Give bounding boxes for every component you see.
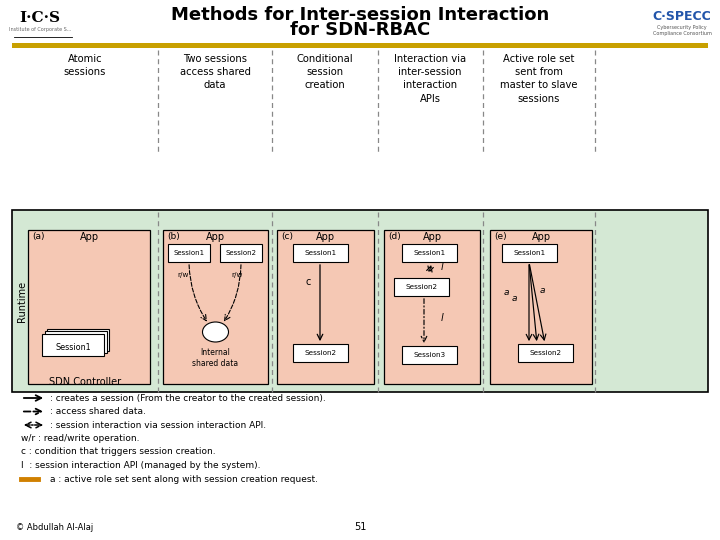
Text: 51: 51 xyxy=(354,522,366,532)
Bar xyxy=(384,230,480,384)
Bar xyxy=(42,334,104,356)
Text: C·SPECC: C·SPECC xyxy=(652,10,711,23)
Text: Session2: Session2 xyxy=(305,350,336,356)
Text: : session interaction via session interaction API.: : session interaction via session intera… xyxy=(50,421,266,429)
Text: Conditional
session
creation: Conditional session creation xyxy=(297,54,354,90)
Text: a: a xyxy=(504,288,510,297)
Text: Atomic
sessions: Atomic sessions xyxy=(64,54,106,77)
Text: Compliance Consortium: Compliance Consortium xyxy=(652,30,711,36)
Text: Institute of Corporate S...: Institute of Corporate S... xyxy=(9,28,71,32)
Text: a : active role set sent along with session creation request.: a : active role set sent along with sess… xyxy=(50,475,318,483)
Bar xyxy=(277,230,374,384)
Text: Session2: Session2 xyxy=(529,350,562,356)
Text: Session1: Session1 xyxy=(55,343,91,353)
Text: App: App xyxy=(316,232,335,242)
Text: Runtime: Runtime xyxy=(17,280,27,321)
Bar xyxy=(293,344,348,362)
Bar xyxy=(394,278,449,296)
Ellipse shape xyxy=(202,322,228,342)
Text: Session1: Session1 xyxy=(305,250,336,256)
Text: App: App xyxy=(79,232,99,242)
Text: r/w: r/w xyxy=(177,272,189,278)
Text: (a): (a) xyxy=(32,232,45,241)
Text: w/r : read/write operation.: w/r : read/write operation. xyxy=(21,434,140,443)
Text: l  : session interaction API (managed by the system).: l : session interaction API (managed by … xyxy=(21,461,261,470)
Text: Session3: Session3 xyxy=(413,352,446,358)
Text: c : condition that triggers session creation.: c : condition that triggers session crea… xyxy=(21,448,215,456)
Bar xyxy=(518,344,573,362)
Text: App: App xyxy=(423,232,441,242)
Text: a: a xyxy=(540,286,546,295)
Bar xyxy=(293,244,348,262)
Bar xyxy=(12,43,708,48)
Bar xyxy=(163,230,268,384)
Bar xyxy=(402,346,457,364)
Bar xyxy=(168,244,210,262)
Text: Internal
shared data: Internal shared data xyxy=(192,348,238,368)
Text: Cybersecurity Policy: Cybersecurity Policy xyxy=(657,24,707,30)
Text: (e): (e) xyxy=(494,232,507,241)
Text: Interaction via
inter-session
interaction
APIs: Interaction via inter-session interactio… xyxy=(394,54,466,104)
Bar xyxy=(502,244,557,262)
Bar xyxy=(220,244,262,262)
Bar xyxy=(47,329,109,351)
Text: Session2: Session2 xyxy=(405,284,438,290)
Text: Two sessions
access shared
data: Two sessions access shared data xyxy=(179,54,251,90)
Text: c: c xyxy=(305,277,310,287)
Text: a: a xyxy=(512,294,518,303)
Text: SDN Controller: SDN Controller xyxy=(49,377,121,387)
Text: Session1: Session1 xyxy=(413,250,446,256)
Text: Session2: Session2 xyxy=(225,250,256,256)
Bar xyxy=(45,331,107,353)
Text: App: App xyxy=(206,232,225,242)
Text: (c): (c) xyxy=(281,232,293,241)
Text: App: App xyxy=(531,232,551,242)
Text: © Abdullah Al-Alaj: © Abdullah Al-Alaj xyxy=(16,523,94,532)
Text: : creates a session (From the creator to the created session).: : creates a session (From the creator to… xyxy=(50,394,325,402)
Bar xyxy=(28,230,150,384)
Text: : access shared data.: : access shared data. xyxy=(50,407,146,416)
Text: l: l xyxy=(441,262,444,272)
Text: Active role set
sent from
master to slave
sessions: Active role set sent from master to slav… xyxy=(500,54,577,104)
Text: for SDN-RBAC: for SDN-RBAC xyxy=(290,21,430,39)
Text: I·C·S: I·C·S xyxy=(19,11,60,25)
Text: (b): (b) xyxy=(167,232,180,241)
Text: Methods for Inter-session Interaction: Methods for Inter-session Interaction xyxy=(171,6,549,24)
Bar xyxy=(402,244,457,262)
Text: Session1: Session1 xyxy=(174,250,204,256)
Bar xyxy=(490,230,592,384)
Text: Session1: Session1 xyxy=(513,250,546,256)
Bar xyxy=(12,210,708,392)
Text: (d): (d) xyxy=(388,232,401,241)
Text: r/w: r/w xyxy=(231,272,243,278)
Text: l: l xyxy=(441,313,444,323)
